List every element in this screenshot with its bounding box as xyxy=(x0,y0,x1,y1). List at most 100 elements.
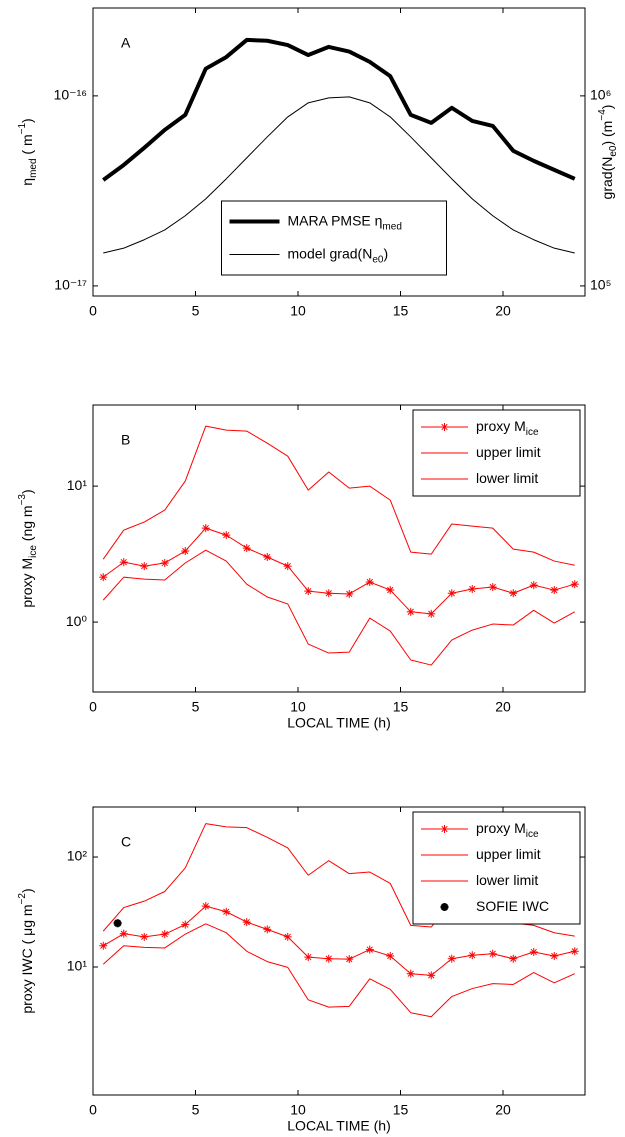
marker-stroke xyxy=(223,908,230,915)
data-point xyxy=(242,918,251,927)
data-point xyxy=(181,920,190,929)
y-axis-label-part: −2 xyxy=(17,893,28,905)
marker-stroke xyxy=(551,586,558,594)
marker-stroke xyxy=(551,952,558,960)
legend-label: proxy Mice xyxy=(476,820,539,840)
marker-stroke xyxy=(120,558,127,566)
y-tick-label: 10⁻¹⁷ xyxy=(54,277,87,293)
data-point xyxy=(488,949,497,958)
data-point xyxy=(427,609,436,618)
x-tick-label: 0 xyxy=(89,1102,97,1118)
data-point xyxy=(324,954,333,963)
legend-label-part: med xyxy=(382,221,401,232)
legend-label: upper limit xyxy=(476,444,541,460)
legend-label-part: model grad(N xyxy=(288,245,373,261)
legend-marker xyxy=(440,423,449,431)
data-point xyxy=(386,586,395,595)
y-axis-label: ηmed ( m−1) xyxy=(17,118,39,185)
y-axis-label-part: ice xyxy=(28,545,39,558)
legend-label-part: proxy M xyxy=(476,820,526,836)
legend-label: proxy Mice xyxy=(476,418,539,438)
y-axis-label-part: ) xyxy=(19,489,35,494)
data-point xyxy=(119,929,128,938)
x-tick-label: 20 xyxy=(495,303,511,319)
data-point xyxy=(263,553,272,562)
data-point xyxy=(345,589,354,598)
marker-stroke xyxy=(182,547,189,555)
y-axis-label: proxy IWC ( μg m−2) xyxy=(17,888,35,1013)
y2-axis-label-part: ) (m xyxy=(599,121,615,146)
y-tick-label: 10⁻¹⁶ xyxy=(54,87,87,103)
legend-box xyxy=(221,200,447,276)
legend-box xyxy=(412,811,581,925)
y2-tick-label: 10⁶ xyxy=(590,87,611,103)
marker-stroke xyxy=(141,933,148,941)
y-tick-label: 10² xyxy=(67,848,88,864)
data-point xyxy=(570,947,579,956)
data-point xyxy=(140,932,149,941)
series-line xyxy=(102,527,575,615)
y2-tick-label: 10⁵ xyxy=(590,277,611,293)
y2-axis-label-part: −4 xyxy=(597,109,608,121)
data-point xyxy=(529,947,538,956)
data-point xyxy=(160,930,169,939)
marker-stroke xyxy=(407,970,414,977)
marker-stroke xyxy=(441,423,448,431)
data-point xyxy=(447,954,456,963)
marker-stroke xyxy=(428,972,435,979)
data-point xyxy=(488,583,497,592)
marker-stroke xyxy=(510,955,517,962)
data-point xyxy=(283,932,292,941)
data-point xyxy=(406,969,415,978)
marker-stroke xyxy=(264,926,271,933)
data-point xyxy=(99,941,108,950)
marker-stroke xyxy=(489,950,496,957)
marker-stroke xyxy=(100,942,107,949)
legend-label-part: ice xyxy=(526,829,539,840)
plot-frame xyxy=(92,7,586,297)
y-axis-label-part: proxy IWC ( μg m xyxy=(19,904,35,1013)
marker-stroke xyxy=(120,930,127,937)
y-axis-label: proxy Mice (ng m−3) xyxy=(17,489,39,607)
panel-label: A xyxy=(121,35,131,51)
x-axis-label: LOCAL TIME (h) xyxy=(287,1118,390,1134)
data-point xyxy=(140,562,149,571)
legend-label-part: ice xyxy=(526,427,539,438)
x-axis-label: LOCAL TIME (h) xyxy=(287,715,390,731)
marker-stroke xyxy=(489,583,496,591)
y-axis-label-part: η xyxy=(19,178,35,186)
data-point xyxy=(99,573,108,582)
x-tick-label: 0 xyxy=(89,303,97,319)
data-point xyxy=(406,607,415,616)
marker-stroke xyxy=(223,531,230,539)
data-point xyxy=(509,954,518,963)
marker-stroke xyxy=(407,608,414,615)
marker-stroke xyxy=(243,918,250,926)
marker-stroke xyxy=(448,955,455,962)
data-point xyxy=(242,544,251,553)
marker-stroke xyxy=(243,544,250,552)
marker-stroke xyxy=(202,524,209,532)
data-point xyxy=(283,562,292,571)
data-point xyxy=(222,907,231,916)
data-point xyxy=(222,531,231,540)
panel-label: C xyxy=(121,834,131,850)
marker-stroke xyxy=(387,586,394,594)
y-axis-label-part: med xyxy=(28,158,39,177)
series-line xyxy=(102,923,575,1018)
data-point xyxy=(386,951,395,960)
data-point xyxy=(181,547,190,556)
series-line xyxy=(102,37,576,182)
legend-label-part: e0 xyxy=(372,254,384,265)
marker-stroke xyxy=(469,585,476,593)
x-tick-label: 10 xyxy=(290,1102,306,1118)
marker-stroke xyxy=(571,581,578,588)
marker-stroke xyxy=(428,610,435,617)
data-point xyxy=(201,902,210,911)
marker-stroke xyxy=(161,559,168,567)
x-tick-label: 10 xyxy=(290,699,306,715)
y-tick-label: 10¹ xyxy=(67,958,88,974)
legend-label-part: MARA PMSE η xyxy=(288,212,383,228)
x-tick-label: 15 xyxy=(393,1102,409,1118)
